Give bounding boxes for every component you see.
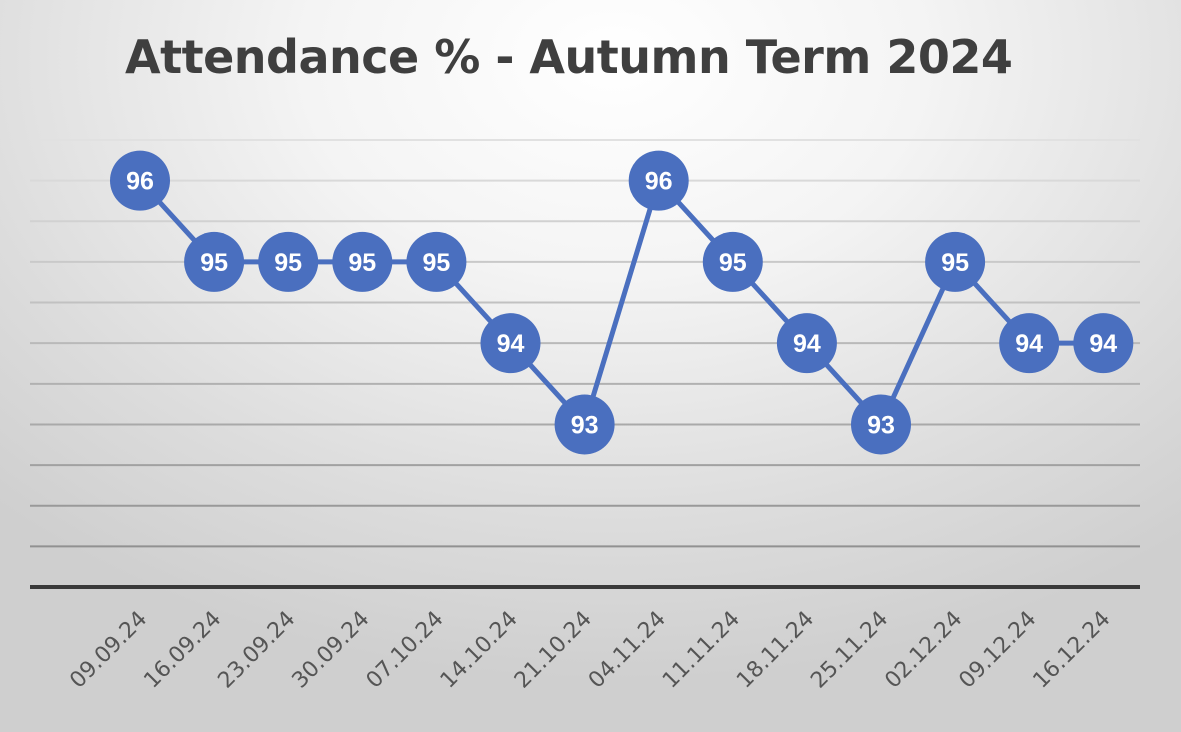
data-point-marker [702,231,763,292]
data-label: 95 [348,249,376,277]
data-point: 94 [480,313,541,374]
data-point-marker [999,313,1060,374]
data-label: 93 [867,411,895,439]
data-point: 95 [184,231,245,292]
data-point: 96 [110,150,170,211]
x-tick-label: 16.12.24 [1029,607,1116,694]
data-label: 94 [1089,330,1117,358]
data-point: 95 [258,231,319,292]
x-tick-label: 16.09.24 [139,607,226,694]
data-point-marker [184,231,245,292]
data-label: 96 [126,168,154,196]
data-point-marker [480,313,541,374]
x-tick-label: 11.11.24 [658,607,745,694]
data-point-marker [554,394,615,455]
data-point: 94 [999,313,1060,374]
data-point: 95 [406,231,467,292]
data-point: 93 [851,394,911,455]
data-point-marker [628,150,689,211]
data-label: 94 [497,330,525,358]
data-point-marker [776,313,837,374]
x-tick-label: 30.09.24 [288,607,375,694]
data-label: 94 [793,330,821,358]
data-point: 94 [776,313,837,374]
x-tick-label: 02.12.24 [880,607,967,694]
x-tick-label: 09.12.24 [954,607,1041,694]
x-tick-label: 21.10.24 [510,607,597,694]
data-label: 95 [274,249,302,277]
x-tick-label: 04.11.24 [584,607,671,694]
data-point-marker [110,150,170,211]
gridlines [30,139,1140,548]
data-point-marker [258,231,319,292]
x-tick-labels: 09.09.2416.09.2423.09.2430.09.2407.10.24… [65,607,1115,694]
data-point: 93 [554,394,615,455]
data-label: 95 [941,249,969,277]
chart-title: Attendance % - Autumn Term 2024 [125,30,1013,84]
data-label: 95 [422,249,450,277]
data-label: 95 [200,249,228,277]
data-point-marker [1073,313,1134,374]
data-point: 95 [332,231,393,292]
data-label: 93 [571,411,599,439]
x-tick-label: 23.09.24 [213,607,300,694]
data-point: 94 [1073,313,1134,374]
data-point: 95 [702,231,763,292]
data-label: 94 [1015,330,1043,358]
data-label: 95 [719,249,747,277]
data-point-marker [925,231,986,292]
data-markers: 96 95 95 95 95 94 93 96 95 94 93 95 94 94 [110,150,1134,455]
x-tick-label: 18.11.24 [732,607,819,694]
x-tick-label: 14.10.24 [436,607,523,694]
data-point-marker [851,394,911,455]
x-tick-label: 25.11.24 [806,607,893,694]
x-tick-label: 09.09.24 [65,607,152,694]
data-point-marker [406,231,467,292]
x-tick-label: 07.10.24 [362,607,449,694]
data-point-marker [332,231,393,292]
data-point: 96 [628,150,689,211]
data-point: 95 [925,231,986,292]
data-label: 96 [645,168,673,196]
